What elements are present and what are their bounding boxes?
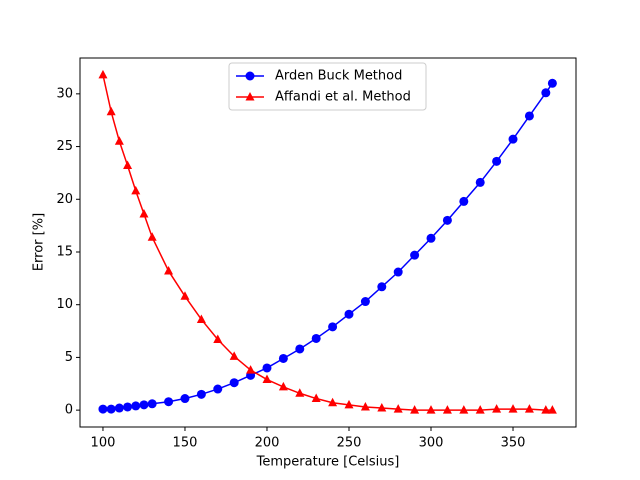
legend-box <box>228 62 427 111</box>
marker <box>547 78 557 88</box>
y-tick-label: 25 <box>56 139 73 154</box>
legend-marker <box>245 71 255 81</box>
marker <box>541 405 551 414</box>
marker <box>459 405 469 414</box>
marker <box>180 394 190 404</box>
marker <box>164 265 174 275</box>
marker <box>442 215 452 225</box>
marker <box>123 160 133 170</box>
marker <box>295 344 305 354</box>
marker <box>475 177 485 187</box>
marker <box>393 404 403 413</box>
marker <box>426 233 436 243</box>
marker <box>393 267 403 277</box>
marker <box>229 351 239 360</box>
marker <box>123 402 133 412</box>
marker <box>328 322 338 332</box>
plot-frame <box>79 57 577 428</box>
marker <box>360 401 370 411</box>
marker <box>147 232 157 241</box>
marker <box>410 250 420 260</box>
marker <box>114 136 124 145</box>
marker <box>492 404 502 413</box>
y-tick-label: 0 <box>65 403 73 418</box>
marker <box>508 134 518 144</box>
marker <box>547 405 557 414</box>
marker <box>541 88 551 98</box>
marker <box>180 291 190 300</box>
legend-label: Affandi et al. Method <box>275 90 411 105</box>
marker <box>106 404 116 414</box>
marker <box>106 106 116 116</box>
legend: Arden Buck Method Affandi et al. Method <box>228 62 427 111</box>
y-tick-label: 10 <box>56 297 73 312</box>
marker <box>164 397 174 407</box>
x-tick-label: 200 <box>255 436 280 451</box>
marker <box>196 389 206 399</box>
marker <box>98 69 108 79</box>
marker <box>213 384 223 394</box>
marker <box>426 405 436 414</box>
legend-marker <box>245 92 255 101</box>
marker <box>475 405 485 414</box>
y-tick-label: 5 <box>65 350 73 365</box>
marker <box>139 209 149 218</box>
marker <box>377 282 387 292</box>
marker <box>229 378 239 388</box>
marker <box>524 111 534 121</box>
marker <box>459 196 469 206</box>
marker <box>442 405 452 414</box>
marker <box>147 399 157 409</box>
series-line <box>102 82 553 410</box>
marker <box>98 404 108 414</box>
marker <box>311 333 321 343</box>
y-tick-label: 20 <box>56 192 73 207</box>
x-tick-label: 150 <box>173 436 198 451</box>
marker <box>262 374 272 384</box>
marker <box>278 381 288 391</box>
marker <box>410 405 420 414</box>
y-tick-label: 15 <box>56 244 73 259</box>
y-axis-label: Error [%] <box>32 213 47 271</box>
marker <box>131 185 141 195</box>
marker <box>139 400 149 410</box>
legend-label: Arden Buck Method <box>275 69 402 84</box>
marker <box>360 297 370 307</box>
marker <box>377 403 387 412</box>
marker <box>492 156 502 166</box>
marker <box>196 314 206 323</box>
marker <box>344 399 354 409</box>
x-tick-label: 250 <box>337 436 362 451</box>
marker <box>213 334 223 343</box>
x-tick-label: 300 <box>419 436 444 451</box>
marker <box>524 404 534 413</box>
y-tick-label: 30 <box>56 86 73 101</box>
marker <box>114 403 124 413</box>
series-line <box>102 74 553 411</box>
marker <box>295 388 305 397</box>
marker <box>278 353 288 363</box>
marker <box>262 363 272 373</box>
x-tick-label: 100 <box>91 436 116 451</box>
x-tick-label: 350 <box>501 436 526 451</box>
marker <box>131 401 141 411</box>
marker <box>311 393 321 403</box>
x-axis-label: Temperature [Celsius] <box>256 455 400 470</box>
marker <box>328 397 338 407</box>
marker <box>508 404 518 413</box>
marker <box>344 309 354 319</box>
marker <box>246 365 256 374</box>
